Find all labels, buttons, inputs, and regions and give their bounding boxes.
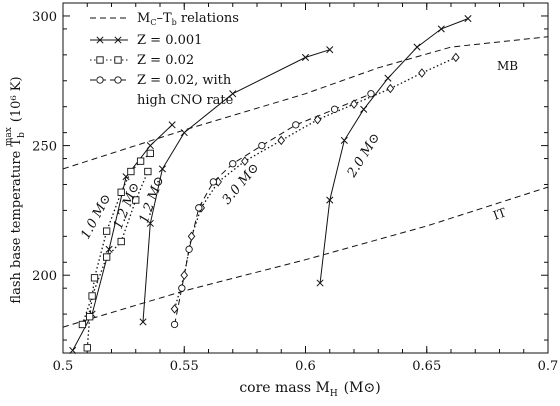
point-marker bbox=[326, 196, 334, 204]
point-marker bbox=[178, 284, 186, 292]
point-marker bbox=[180, 270, 189, 280]
x-tick-label: 0.7 bbox=[538, 359, 559, 374]
point-marker bbox=[146, 219, 154, 227]
y-tick-label: 300 bbox=[32, 10, 57, 25]
point-marker bbox=[170, 320, 179, 329]
series-line bbox=[319, 18, 469, 284]
point-marker bbox=[187, 231, 196, 242]
series-line bbox=[81, 171, 149, 325]
point-marker bbox=[114, 76, 122, 84]
point-marker bbox=[301, 53, 310, 61]
legend-label-cno: Z = 0.02, with bbox=[137, 73, 232, 88]
point-marker bbox=[292, 121, 300, 129]
point-marker bbox=[326, 46, 334, 54]
point-marker bbox=[114, 56, 122, 64]
curve-label-3-0: 3.0 M⊙ bbox=[220, 160, 263, 207]
point-marker bbox=[330, 105, 339, 113]
marker-layer bbox=[69, 15, 472, 354]
point-marker bbox=[386, 83, 395, 94]
point-marker bbox=[316, 279, 324, 287]
point-marker bbox=[132, 196, 140, 204]
series-line bbox=[174, 93, 372, 325]
line-label-it: IT bbox=[491, 205, 508, 223]
point-marker bbox=[146, 142, 154, 150]
point-marker bbox=[350, 99, 358, 109]
point-marker bbox=[209, 178, 218, 186]
point-marker bbox=[437, 25, 445, 33]
point-marker bbox=[158, 165, 166, 173]
point-marker bbox=[413, 43, 421, 51]
point-marker bbox=[139, 318, 147, 326]
point-marker bbox=[96, 76, 104, 84]
point-marker bbox=[168, 121, 176, 129]
point-marker bbox=[195, 204, 203, 212]
y-axis-title: flash base temperature Tbmax(10⁶ K) bbox=[4, 76, 27, 303]
point-marker bbox=[185, 245, 193, 253]
point-marker bbox=[69, 346, 77, 354]
point-marker bbox=[102, 227, 111, 235]
series-line bbox=[86, 152, 151, 348]
point-marker bbox=[146, 149, 154, 158]
x-tick-label: 0.65 bbox=[412, 359, 441, 374]
point-marker bbox=[180, 129, 188, 137]
y-tick-label: 250 bbox=[32, 140, 57, 155]
series-line bbox=[63, 186, 548, 328]
legend-swatch-z02 bbox=[90, 56, 128, 64]
point-marker bbox=[464, 15, 472, 23]
point-marker bbox=[88, 292, 96, 300]
point-marker bbox=[96, 56, 104, 64]
curve-label-1-2b: 1.2 M⊙ bbox=[137, 174, 168, 225]
point-marker bbox=[258, 141, 266, 150]
point-marker bbox=[144, 167, 152, 176]
point-marker bbox=[102, 253, 111, 261]
point-marker bbox=[96, 36, 104, 44]
point-marker bbox=[86, 313, 94, 321]
point-marker bbox=[418, 68, 426, 78]
x-axis-title: core mass MH (M⊙) bbox=[239, 380, 380, 399]
y-tick-label: 200 bbox=[32, 269, 57, 284]
legend-label-z02: Z = 0.02 bbox=[137, 53, 194, 68]
legend-label-z001: Z = 0.001 bbox=[137, 33, 202, 48]
plot-frame bbox=[62, 2, 549, 354]
curve-label-2-0: 2.0 M⊙ bbox=[344, 131, 383, 181]
point-marker bbox=[117, 188, 125, 196]
point-marker bbox=[117, 237, 125, 246]
point-marker bbox=[340, 136, 348, 144]
point-marker bbox=[241, 156, 249, 166]
point-marker bbox=[229, 90, 237, 98]
series-line bbox=[63, 36, 548, 170]
point-marker bbox=[83, 344, 91, 352]
point-marker bbox=[277, 135, 286, 146]
legend-label-cno-line2: high CNO rate bbox=[137, 93, 234, 108]
point-marker bbox=[384, 74, 392, 82]
point-marker bbox=[367, 90, 375, 98]
point-marker bbox=[114, 36, 122, 44]
point-marker bbox=[105, 245, 113, 253]
point-marker bbox=[136, 157, 145, 165]
y-ticks: 200 250 300 bbox=[32, 10, 548, 341]
legend-label-relations: MC–Tb relations bbox=[137, 11, 239, 27]
point-marker bbox=[229, 160, 237, 168]
point-marker bbox=[127, 167, 135, 176]
x-tick-label: 0.5 bbox=[53, 359, 74, 374]
line-label-mb: MB bbox=[497, 59, 518, 73]
point-marker bbox=[78, 320, 87, 329]
point-marker bbox=[90, 274, 99, 282]
x-tick-label: 0.55 bbox=[170, 359, 199, 374]
point-marker bbox=[360, 105, 368, 113]
legend: MC–Tb relations Z = 0.001 Z = 0.02 Z = 0… bbox=[90, 11, 239, 108]
point-marker bbox=[170, 304, 179, 314]
x-ticks: 0.5 0.55 0.6 0.65 0.7 bbox=[53, 3, 559, 374]
legend-swatch-cno bbox=[90, 76, 128, 84]
x-tick-label: 0.6 bbox=[295, 359, 316, 374]
point-marker bbox=[313, 114, 322, 125]
point-marker bbox=[452, 52, 460, 63]
legend-swatch-z001 bbox=[90, 36, 128, 44]
